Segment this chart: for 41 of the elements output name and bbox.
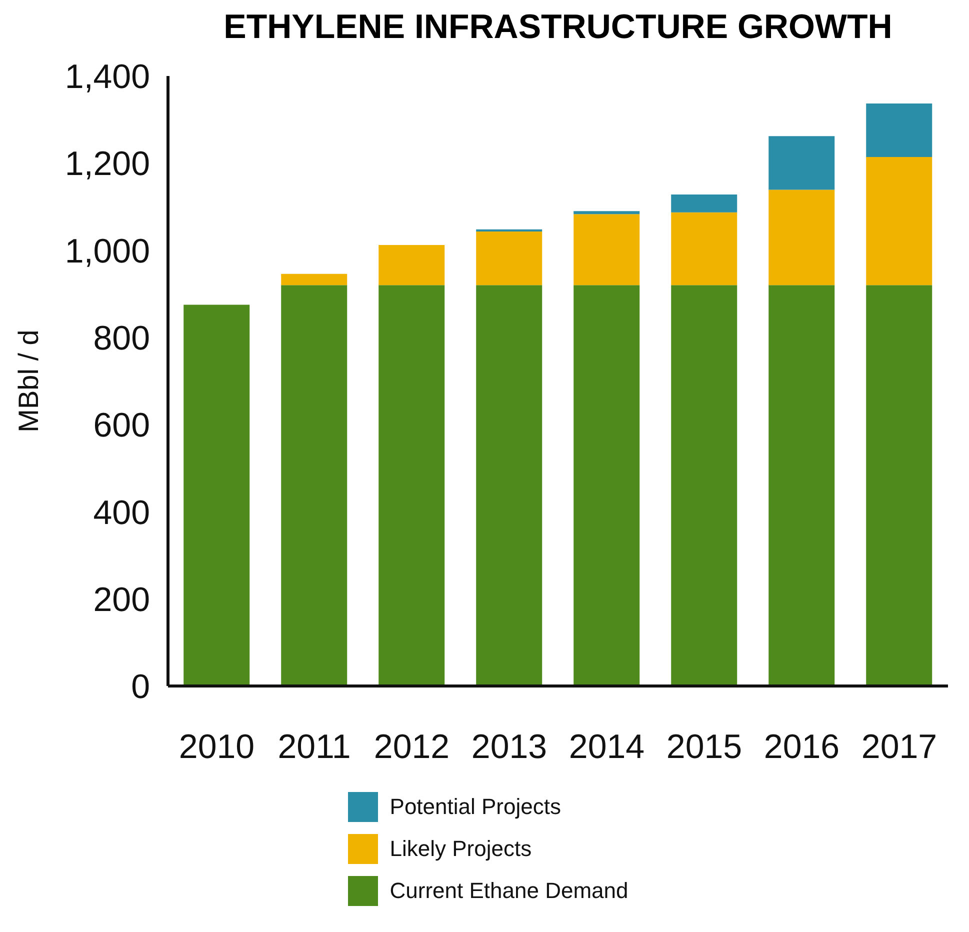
bar xyxy=(671,285,738,686)
y-tick-label: 1,000 xyxy=(64,232,150,270)
bar xyxy=(768,136,835,190)
x-tick-label: 2010 xyxy=(178,728,255,766)
legend-label: Potential Projects xyxy=(390,794,561,820)
x-tick-label: 2016 xyxy=(764,728,840,766)
legend-label: Current Ethane Demand xyxy=(390,878,628,904)
y-tick-label: 1,400 xyxy=(64,58,150,96)
y-tick-label: 1,200 xyxy=(64,145,150,184)
bar xyxy=(768,285,835,686)
bar xyxy=(378,245,445,286)
bar xyxy=(281,285,348,686)
x-tick-label: 2015 xyxy=(666,728,742,766)
bar xyxy=(768,190,835,286)
bar xyxy=(476,229,542,232)
y-tick-label: 400 xyxy=(93,494,150,532)
bar xyxy=(671,212,738,286)
bar xyxy=(574,214,640,286)
bar xyxy=(866,157,932,286)
y-tick-label: 200 xyxy=(93,580,150,619)
x-tick-label: 2011 xyxy=(278,728,351,766)
x-tick-label: 2013 xyxy=(471,728,548,766)
y-tick-label: 600 xyxy=(93,406,150,445)
x-tick-label: 2014 xyxy=(568,728,645,766)
bar xyxy=(184,304,250,686)
legend-label: Likely Projects xyxy=(390,836,532,862)
bar xyxy=(574,211,640,214)
y-tick-label: 0 xyxy=(131,668,150,706)
bar xyxy=(476,285,542,686)
bar xyxy=(574,285,640,686)
y-tick-label: 800 xyxy=(93,320,150,358)
bar xyxy=(866,285,932,686)
x-tick-label: 2017 xyxy=(861,728,938,766)
chart-title: ETHYLENE INFRASTRUCTURE GROWTH xyxy=(222,8,894,48)
y-axis-title: MBbl / d xyxy=(12,330,44,432)
bar xyxy=(476,232,542,286)
bar xyxy=(281,274,348,286)
bar xyxy=(671,194,738,212)
bar xyxy=(866,103,932,158)
x-tick-label: 2012 xyxy=(374,728,450,766)
bar xyxy=(378,285,445,686)
